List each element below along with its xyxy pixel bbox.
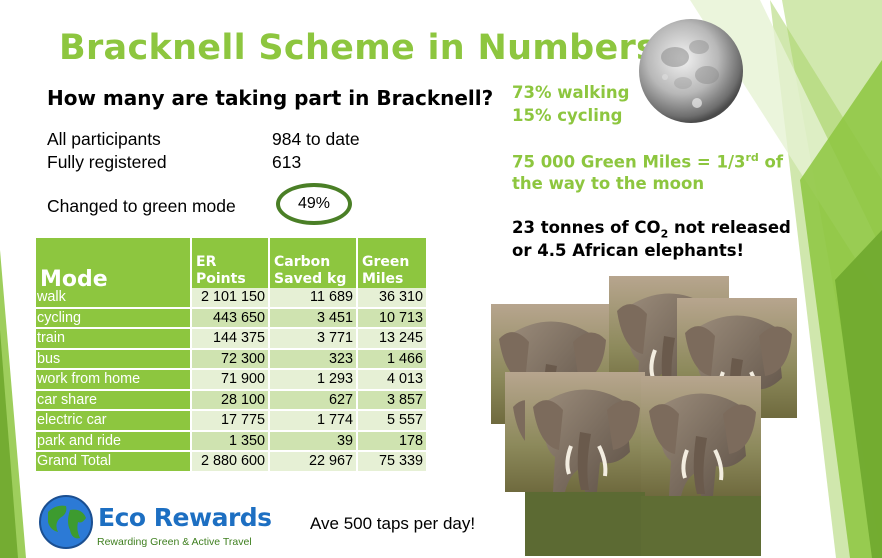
- mode-cell: Grand Total: [36, 451, 192, 473]
- miles-cell: 178: [357, 430, 428, 452]
- mode-cell: park and ride: [36, 430, 192, 452]
- green-miles-column-header: Green Miles: [357, 238, 428, 288]
- er-cell: 17 775: [191, 410, 270, 432]
- carbon-header-line2: Saved kg: [274, 271, 347, 287]
- miles-cell: 75 339: [357, 451, 428, 473]
- carbon-cell: 22 967: [269, 451, 358, 473]
- miles-header-line1: Green: [362, 254, 410, 270]
- table-row: train 144 375 3 771 13 245: [36, 328, 428, 350]
- changed-mode-badge: 49%: [276, 183, 352, 225]
- table-row: cycling 443 650 3 451 10 713: [36, 307, 428, 329]
- green-miles-superscript: rd: [745, 151, 759, 164]
- carbon-cell: 3 451: [269, 307, 358, 329]
- carbon-cell: 323: [269, 348, 358, 370]
- mode-cell: car share: [36, 389, 192, 411]
- miles-header-line2: Miles: [362, 271, 404, 287]
- carbon-cell: 3 771: [269, 328, 358, 350]
- mode-cell: walk: [36, 288, 192, 309]
- carbon-column-header: Carbon Saved kg: [269, 238, 358, 288]
- fully-registered-label: Fully registered: [47, 152, 167, 172]
- miles-cell: 13 245: [357, 328, 428, 350]
- table-row: electric car 17 775 1 774 5 557: [36, 410, 428, 432]
- co2-subscript: 2: [660, 227, 669, 241]
- green-miles-text-end: of: [758, 152, 784, 172]
- green-miles-text: 75 000 Green Miles = 1/3: [512, 152, 746, 172]
- mode-table: Mode ER Points Carbon Saved kg Green Miles …: [36, 238, 428, 473]
- taps-per-day: Ave 500 taps per day!: [310, 514, 476, 533]
- er-cell: 2 880 600: [191, 451, 270, 473]
- all-participants-value: 984 to date: [272, 129, 360, 149]
- carbon-cell: 627: [269, 389, 358, 411]
- er-cell: 72 300: [191, 348, 270, 370]
- fully-registered-value: 613: [272, 152, 302, 172]
- er-cell: 2 101 150: [191, 288, 270, 309]
- grass-strip: [641, 496, 761, 556]
- green-miles-stat: 75 000 Green Miles = 1/3rd of: [512, 151, 783, 172]
- mode-cell: bus: [36, 348, 192, 370]
- elephant-photo-6: [639, 374, 763, 498]
- participation-question: How many are taking part in Bracknell?: [47, 86, 494, 110]
- table-row: park and ride 1 350 39 178: [36, 430, 428, 452]
- page-title: Bracknell Scheme in Numbers: [59, 28, 658, 68]
- er-header-line1: ER: [196, 254, 217, 270]
- table-row: walk 2 101 150 11 689 36 310: [36, 288, 428, 309]
- logo-title: Eco Rewards: [98, 503, 272, 532]
- er-cell: 71 900: [191, 369, 270, 391]
- table-row: work from home 71 900 1 293 4 013: [36, 369, 428, 391]
- carbon-cell: 1 293: [269, 369, 358, 391]
- moon-image: [639, 19, 743, 123]
- er-cell: 144 375: [191, 328, 270, 350]
- mode-cell: train: [36, 328, 192, 350]
- er-cell: 1 350: [191, 430, 270, 452]
- globe-icon: [39, 495, 93, 549]
- elephants-collage: [491, 276, 797, 556]
- carbon-cell: 1 774: [269, 410, 358, 432]
- changed-mode-label: Changed to green mode: [47, 196, 236, 216]
- all-participants-label: All participants: [47, 129, 161, 149]
- co2-text: 23 tonnes of CO: [512, 218, 661, 237]
- carbon-cell: 39: [269, 430, 358, 452]
- carbon-header-line1: Carbon: [274, 254, 331, 270]
- miles-cell: 1 466: [357, 348, 428, 370]
- miles-cell: 3 857: [357, 389, 428, 411]
- carbon-cell: 11 689: [269, 288, 358, 309]
- miles-cell: 10 713: [357, 307, 428, 329]
- miles-cell: 4 013: [357, 369, 428, 391]
- mode-cell: cycling: [36, 307, 192, 329]
- mode-column-header: Mode: [36, 238, 192, 291]
- co2-stat: 23 tonnes of CO2 not released: [512, 218, 791, 240]
- er-cell: 443 650: [191, 307, 270, 329]
- table-row: car share 28 100 627 3 857: [36, 389, 428, 411]
- mode-cell: electric car: [36, 410, 192, 432]
- cycling-stat: 15% cycling: [512, 106, 623, 125]
- er-points-column-header: ER Points: [191, 238, 270, 288]
- miles-cell: 36 310: [357, 288, 428, 309]
- elephants-stat: or 4.5 African elephants!: [512, 241, 745, 260]
- table-row: bus 72 300 323 1 466: [36, 348, 428, 370]
- moon-distance-stat: the way to the moon: [512, 174, 705, 193]
- er-cell: 28 100: [191, 389, 270, 411]
- grass-strip: [525, 492, 645, 556]
- logo-subtitle: Rewarding Green & Active Travel: [97, 536, 252, 548]
- miles-cell: 5 557: [357, 410, 428, 432]
- table-row-total: Grand Total 2 880 600 22 967 75 339: [36, 451, 428, 473]
- co2-text-end: not released: [668, 218, 791, 237]
- mode-cell: work from home: [36, 369, 192, 391]
- walking-stat: 73% walking: [512, 83, 630, 102]
- elephant-photo-5: [523, 370, 647, 494]
- table-header-row: Mode ER Points Carbon Saved kg Green Miles: [36, 238, 428, 291]
- er-header-line2: Points: [196, 271, 246, 287]
